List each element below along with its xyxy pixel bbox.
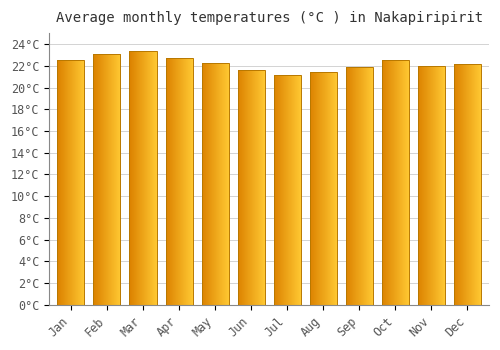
Bar (382, 61, 408, 305)
Bar (166, 58, 192, 305)
Bar (454, 64, 481, 305)
Bar (202, 63, 228, 305)
Bar (94, 54, 120, 305)
Bar (418, 66, 445, 305)
Bar (58, 61, 84, 305)
Bar (130, 51, 156, 305)
Bar (238, 70, 264, 305)
Title: Average monthly temperatures (°C ) in Nakapiripirit: Average monthly temperatures (°C ) in Na… (56, 11, 482, 25)
Bar (274, 75, 300, 305)
Bar (310, 72, 336, 305)
Bar (346, 67, 372, 305)
